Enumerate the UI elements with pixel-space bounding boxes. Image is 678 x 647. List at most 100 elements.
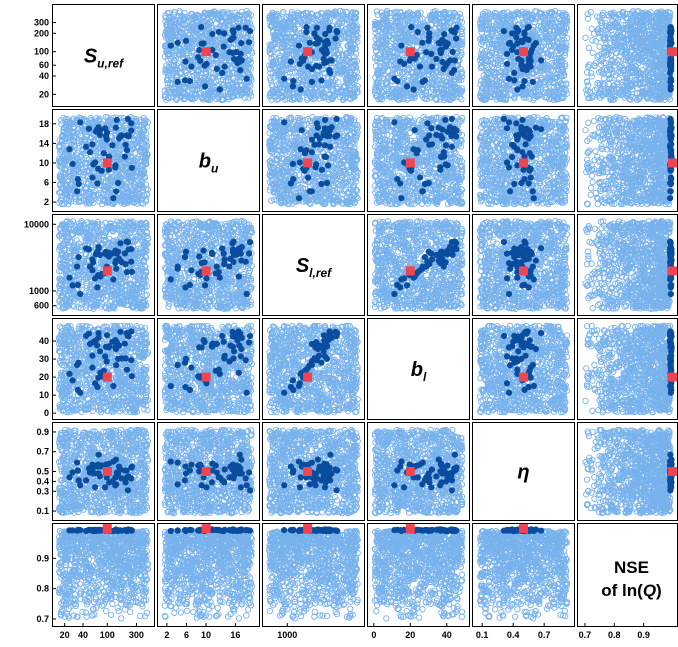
non-behavioral-point — [266, 62, 273, 69]
non-behavioral-point — [327, 82, 334, 89]
non-behavioral-point — [206, 79, 213, 86]
non-behavioral-point — [550, 67, 557, 75]
behavioral-point — [201, 62, 208, 69]
non-behavioral-point — [608, 74, 615, 82]
non-behavioral-point — [589, 49, 596, 56]
non-behavioral-point — [270, 61, 277, 69]
non-behavioral-point — [542, 78, 549, 86]
non-behavioral-point — [397, 82, 404, 89]
non-behavioral-point — [481, 59, 489, 67]
non-behavioral-point — [583, 69, 591, 76]
non-behavioral-point — [409, 15, 416, 22]
non-behavioral-point — [414, 83, 422, 90]
non-behavioral-point — [273, 23, 280, 30]
behavioral-point — [234, 60, 241, 67]
behavioral-point — [514, 49, 521, 56]
non-behavioral-point — [422, 61, 430, 68]
non-behavioral-point — [486, 15, 493, 22]
non-behavioral-point — [405, 34, 412, 42]
non-behavioral-point — [404, 32, 411, 40]
behavioral-point — [438, 47, 445, 54]
non-behavioral-point — [523, 94, 530, 101]
non-behavioral-point — [491, 68, 498, 75]
behavioral-point — [526, 52, 533, 59]
non-behavioral-point — [485, 33, 493, 40]
non-behavioral-point — [549, 79, 556, 86]
non-behavioral-point — [388, 29, 395, 37]
non-behavioral-point — [190, 41, 197, 48]
non-behavioral-point — [276, 63, 284, 70]
behavioral-point — [174, 39, 181, 46]
non-behavioral-point — [201, 9, 208, 16]
non-behavioral-point — [486, 80, 493, 88]
non-behavioral-point — [542, 94, 550, 101]
non-behavioral-point — [186, 54, 194, 61]
non-behavioral-point — [232, 14, 240, 22]
non-behavioral-point — [557, 48, 565, 55]
non-behavioral-point — [536, 63, 543, 71]
non-behavioral-point — [283, 66, 290, 73]
non-behavioral-point — [550, 91, 558, 98]
non-behavioral-point — [394, 9, 401, 16]
behavioral-point — [511, 69, 518, 76]
non-behavioral-point — [220, 8, 227, 16]
non-behavioral-point — [353, 24, 360, 31]
non-behavioral-point — [246, 71, 254, 78]
non-behavioral-point — [282, 34, 290, 42]
non-behavioral-point — [214, 11, 221, 18]
non-behavioral-point — [644, 76, 651, 84]
non-behavioral-point — [541, 22, 548, 29]
non-behavioral-point — [233, 92, 240, 99]
non-behavioral-point — [588, 69, 595, 77]
non-behavioral-point — [480, 93, 487, 100]
points-layer — [476, 7, 571, 104]
non-behavioral-point — [165, 95, 172, 102]
behavioral-point — [313, 24, 320, 31]
non-behavioral-point — [294, 12, 301, 19]
behavioral-point — [182, 37, 190, 45]
non-behavioral-point — [286, 47, 294, 54]
non-behavioral-point — [182, 83, 189, 90]
non-behavioral-point — [267, 23, 274, 30]
non-behavioral-point — [522, 88, 529, 95]
behavioral-point — [198, 24, 205, 31]
non-behavioral-point — [458, 19, 465, 26]
non-behavioral-point — [290, 94, 298, 101]
non-behavioral-point — [419, 33, 426, 40]
non-behavioral-point — [211, 91, 218, 98]
non-behavioral-point — [547, 8, 555, 16]
non-behavioral-point — [385, 73, 392, 80]
panel-S_u_ref-vs-b_u — [157, 4, 260, 107]
non-behavioral-point — [288, 14, 295, 22]
non-behavioral-point — [304, 9, 311, 17]
non-behavioral-point — [272, 87, 280, 94]
non-behavioral-point — [392, 94, 399, 101]
non-behavioral-point — [493, 23, 500, 31]
non-behavioral-point — [312, 74, 319, 81]
non-behavioral-point — [584, 10, 591, 18]
non-behavioral-point — [349, 9, 356, 16]
non-behavioral-point — [345, 55, 353, 62]
non-behavioral-point — [585, 82, 592, 89]
non-behavioral-point — [196, 15, 204, 22]
non-behavioral-point — [333, 13, 340, 20]
non-behavioral-point — [615, 68, 623, 75]
non-behavioral-point — [166, 13, 173, 20]
non-behavioral-point — [450, 88, 457, 96]
non-behavioral-point — [397, 13, 404, 20]
non-behavioral-point — [388, 45, 395, 52]
non-behavioral-point — [382, 91, 390, 98]
non-behavioral-point — [290, 37, 297, 44]
behavioral-point — [221, 30, 228, 37]
non-behavioral-point — [342, 76, 349, 84]
non-behavioral-point — [458, 69, 466, 76]
non-behavioral-point — [480, 23, 487, 30]
non-behavioral-point — [387, 61, 394, 69]
non-behavioral-point — [180, 16, 188, 23]
non-behavioral-point — [585, 44, 592, 52]
non-behavioral-point — [429, 79, 436, 86]
non-behavioral-point — [439, 82, 447, 89]
non-behavioral-point — [266, 49, 274, 56]
non-behavioral-point — [543, 32, 550, 40]
